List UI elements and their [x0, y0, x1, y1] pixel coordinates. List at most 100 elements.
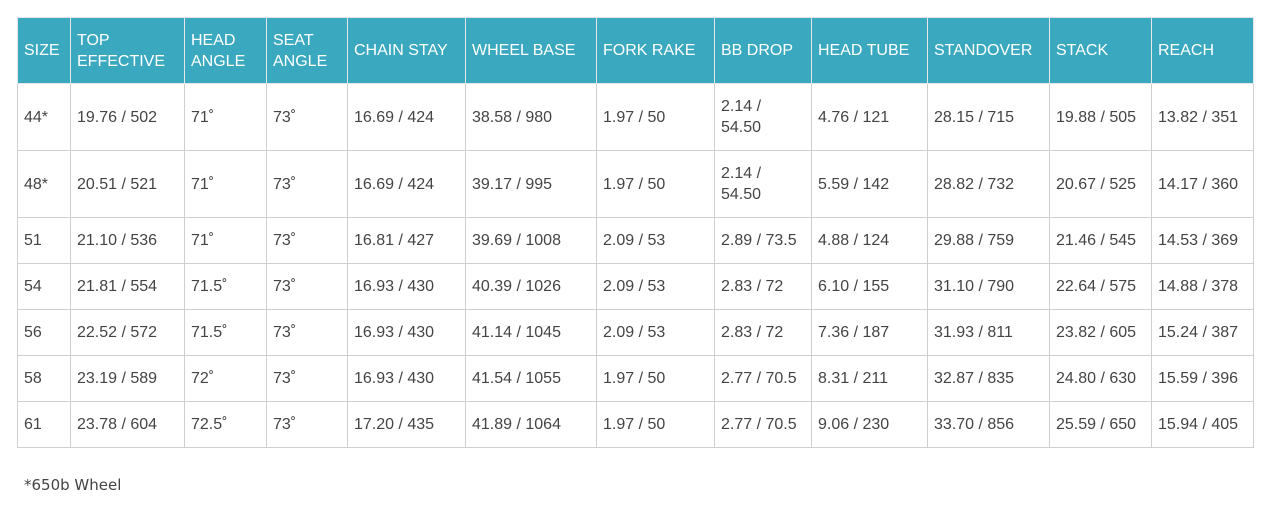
column-header: WHEEL BASE	[465, 17, 597, 84]
table-cell: 17.20 / 435	[347, 401, 466, 448]
table-cell: 73˚	[266, 355, 348, 402]
column-header: BB DROP	[714, 17, 812, 84]
table-cell: 16.69 / 424	[347, 150, 466, 218]
table-cell: 44*	[17, 83, 71, 151]
table-cell: 16.93 / 430	[347, 355, 466, 402]
table-row: 44* 19.76 / 502 71˚ 73˚ 16.69 / 424 38.58 / 9…	[17, 83, 1254, 151]
footnote: *650b Wheel	[24, 476, 122, 494]
table-cell: 9.06 / 230	[811, 401, 928, 448]
table-cell: 72˚	[184, 355, 267, 402]
table-cell: 6.10 / 155	[811, 263, 928, 310]
table-row: 58 23.19 / 589 72˚ 73˚ 16.93 / 430 41.54 / 10…	[17, 355, 1254, 402]
table-row: 51 21.10 / 536 71˚ 73˚ 16.81 / 427 39.69 / 10…	[17, 217, 1254, 264]
table-cell: 19.88 / 505	[1049, 83, 1152, 151]
table-cell: 2.09 / 53	[596, 263, 715, 310]
table-cell: 5.59 / 142	[811, 150, 928, 218]
table-cell: 1.97 / 50	[596, 150, 715, 218]
table-cell: 2.09 / 53	[596, 217, 715, 264]
table-cell: 23.82 / 605	[1049, 309, 1152, 356]
table-cell: 25.59 / 650	[1049, 401, 1152, 448]
geometry-table: SIZE TOP EFFECTIVE HEAD ANGLE SEAT ANGLE CHA…	[17, 17, 1254, 448]
column-header: CHAIN STAY	[347, 17, 466, 84]
table-cell: 71.5˚	[184, 263, 267, 310]
table-cell: 41.89 / 1064	[465, 401, 597, 448]
column-header: SIZE	[17, 17, 71, 84]
column-header: STANDOVER	[927, 17, 1050, 84]
table-cell: 16.81 / 427	[347, 217, 466, 264]
table-cell: 13.82 / 351	[1151, 83, 1254, 151]
table-cell: 2.09 / 53	[596, 309, 715, 356]
table-cell: 15.94 / 405	[1151, 401, 1254, 448]
table-cell: 8.31 / 211	[811, 355, 928, 402]
table-cell: 4.76 / 121	[811, 83, 928, 151]
table-row: 56 22.52 / 572 71.5˚ 73˚ 16.93 / 430 41.14 / …	[17, 309, 1254, 356]
table-cell: 2.77 / 70.5	[714, 401, 812, 448]
table-cell: 14.88 / 378	[1151, 263, 1254, 310]
table-cell: 15.24 / 387	[1151, 309, 1254, 356]
table-row: 54 21.81 / 554 71.5˚ 73˚ 16.93 / 430 40.39 / …	[17, 263, 1254, 310]
table-cell: 56	[17, 309, 71, 356]
table-cell: 2.77 / 70.5	[714, 355, 812, 402]
table-cell: 1.97 / 50	[596, 401, 715, 448]
table-cell: 51	[17, 217, 71, 264]
table-cell: 16.93 / 430	[347, 309, 466, 356]
column-header: STACK	[1049, 17, 1152, 84]
table-cell: 31.93 / 811	[927, 309, 1050, 356]
table-cell: 28.15 / 715	[927, 83, 1050, 151]
table-row: 61 23.78 / 604 72.5˚ 73˚ 17.20 / 435 41.89 / …	[17, 401, 1254, 448]
table-cell: 2.83 / 72	[714, 263, 812, 310]
column-header: SEAT ANGLE	[266, 17, 348, 84]
table-cell: 32.87 / 835	[927, 355, 1050, 402]
table-cell: 71.5˚	[184, 309, 267, 356]
table-cell: 23.78 / 604	[70, 401, 185, 448]
table-cell: 39.69 / 1008	[465, 217, 597, 264]
table-cell: 22.64 / 575	[1049, 263, 1152, 310]
table-cell: 41.14 / 1045	[465, 309, 597, 356]
table-cell: 73˚	[266, 401, 348, 448]
column-header: FORK RAKE	[596, 17, 715, 84]
table-cell: 2.14 / 54.50	[714, 150, 812, 218]
table-cell: 22.52 / 572	[70, 309, 185, 356]
table-cell: 33.70 / 856	[927, 401, 1050, 448]
column-header: HEAD TUBE	[811, 17, 928, 84]
table-cell: 20.67 / 525	[1049, 150, 1152, 218]
header-row: SIZE TOP EFFECTIVE HEAD ANGLE SEAT ANGLE CHA…	[17, 17, 1254, 84]
table-cell: 38.58 / 980	[465, 83, 597, 151]
table-cell: 24.80 / 630	[1049, 355, 1152, 402]
table-cell: 21.10 / 536	[70, 217, 185, 264]
table-cell: 14.53 / 369	[1151, 217, 1254, 264]
table-cell: 4.88 / 124	[811, 217, 928, 264]
table-cell: 15.59 / 396	[1151, 355, 1254, 402]
table-cell: 29.88 / 759	[927, 217, 1050, 264]
table-cell: 58	[17, 355, 71, 402]
table-cell: 73˚	[266, 217, 348, 264]
table-cell: 54	[17, 263, 71, 310]
table-cell: 21.46 / 545	[1049, 217, 1152, 264]
table-cell: 20.51 / 521	[70, 150, 185, 218]
table-cell: 16.93 / 430	[347, 263, 466, 310]
table-cell: 23.19 / 589	[70, 355, 185, 402]
table-cell: 73˚	[266, 263, 348, 310]
table-cell: 61	[17, 401, 71, 448]
table-cell: 73˚	[266, 309, 348, 356]
table-cell: 73˚	[266, 150, 348, 218]
table-cell: 71˚	[184, 83, 267, 151]
table-cell: 73˚	[266, 83, 348, 151]
table-cell: 1.97 / 50	[596, 83, 715, 151]
table-cell: 71˚	[184, 150, 267, 218]
table-cell: 21.81 / 554	[70, 263, 185, 310]
table-row: 48* 20.51 / 521 71˚ 73˚ 16.69 / 424 39.17 / 9…	[17, 150, 1254, 218]
table-cell: 2.89 / 73.5	[714, 217, 812, 264]
table-body: 44* 19.76 / 502 71˚ 73˚ 16.69 / 424 38.58 / 9…	[17, 83, 1254, 448]
table-cell: 2.83 / 72	[714, 309, 812, 356]
table-cell: 28.82 / 732	[927, 150, 1050, 218]
table-cell: 16.69 / 424	[347, 83, 466, 151]
column-header: TOP EFFECTIVE	[70, 17, 185, 84]
table-cell: 40.39 / 1026	[465, 263, 597, 310]
column-header: REACH	[1151, 17, 1254, 84]
table-cell: 41.54 / 1055	[465, 355, 597, 402]
table-cell: 39.17 / 995	[465, 150, 597, 218]
column-header: HEAD ANGLE	[184, 17, 267, 84]
table-cell: 14.17 / 360	[1151, 150, 1254, 218]
